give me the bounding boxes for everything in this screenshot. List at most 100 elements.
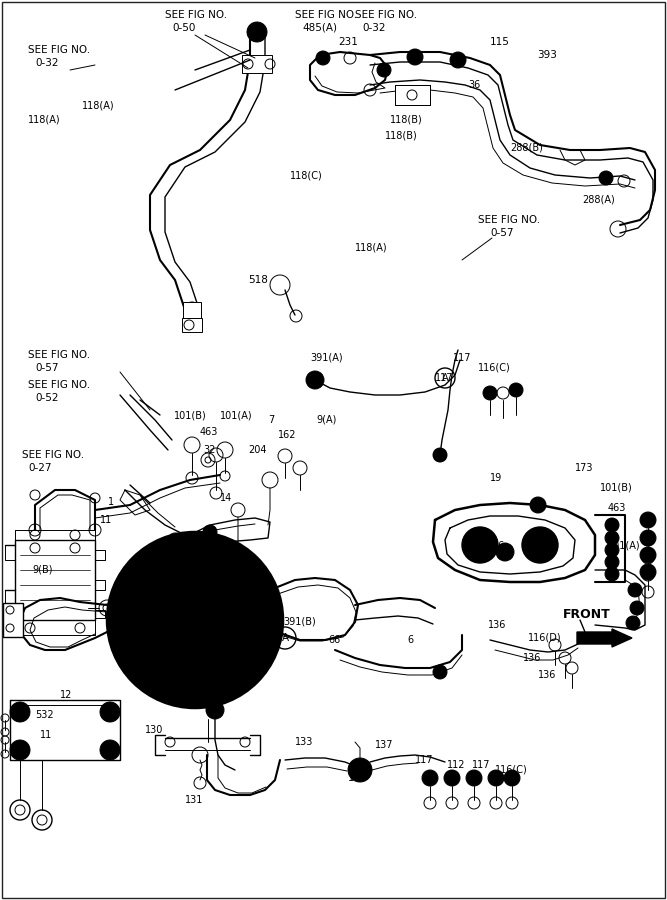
- Circle shape: [605, 567, 619, 581]
- Text: 12: 12: [60, 690, 73, 700]
- Text: 136: 136: [538, 670, 556, 680]
- Circle shape: [626, 616, 640, 630]
- Circle shape: [203, 525, 217, 539]
- Text: 532: 532: [35, 710, 53, 720]
- Circle shape: [377, 63, 391, 77]
- Text: 0-32: 0-32: [362, 23, 386, 33]
- FancyArrow shape: [577, 629, 632, 647]
- Text: SEE FIG NO.: SEE FIG NO.: [28, 380, 90, 390]
- Text: 19: 19: [490, 473, 502, 483]
- Text: SEE FIG NO.: SEE FIG NO.: [28, 350, 90, 360]
- Circle shape: [306, 371, 324, 389]
- Circle shape: [640, 564, 656, 580]
- Text: 118(A): 118(A): [355, 243, 388, 253]
- Text: 32: 32: [203, 445, 215, 455]
- Text: 391(A): 391(A): [310, 353, 343, 363]
- Circle shape: [630, 601, 644, 615]
- Text: A: A: [442, 373, 448, 383]
- Text: 116(D): 116(D): [528, 633, 562, 643]
- Circle shape: [433, 665, 447, 679]
- Circle shape: [100, 702, 120, 722]
- Text: SEE FIG NO.: SEE FIG NO.: [28, 45, 90, 55]
- Circle shape: [422, 770, 438, 786]
- Circle shape: [605, 531, 619, 545]
- Text: 134: 134: [170, 675, 188, 685]
- Text: SEE FIG NO.: SEE FIG NO.: [22, 450, 84, 460]
- Text: SEE FIG NO.: SEE FIG NO.: [165, 10, 227, 20]
- Circle shape: [433, 448, 447, 462]
- Circle shape: [100, 740, 120, 760]
- Circle shape: [640, 530, 656, 546]
- Text: 9(A): 9(A): [316, 415, 336, 425]
- Circle shape: [640, 547, 656, 563]
- Circle shape: [107, 532, 283, 708]
- Bar: [242, 55, 272, 73]
- Circle shape: [628, 583, 642, 597]
- Circle shape: [483, 386, 497, 400]
- Text: 115: 115: [490, 37, 510, 47]
- Text: 231: 231: [338, 37, 358, 47]
- Circle shape: [177, 602, 213, 638]
- Circle shape: [206, 701, 224, 719]
- Text: 116(C): 116(C): [495, 765, 528, 775]
- Circle shape: [640, 512, 656, 528]
- Circle shape: [599, 171, 613, 185]
- Text: 0-57: 0-57: [35, 363, 59, 373]
- Text: 136: 136: [523, 653, 542, 663]
- Circle shape: [605, 518, 619, 532]
- Circle shape: [316, 51, 330, 65]
- Text: 463: 463: [200, 427, 218, 437]
- Circle shape: [184, 302, 200, 318]
- Circle shape: [530, 497, 546, 513]
- Text: 0-32: 0-32: [35, 58, 59, 68]
- Text: 11: 11: [100, 515, 112, 525]
- Text: 16: 16: [493, 541, 505, 551]
- Text: 0-52: 0-52: [35, 393, 59, 403]
- Circle shape: [605, 543, 619, 557]
- Text: 101(B): 101(B): [600, 483, 633, 493]
- Text: 117: 117: [472, 760, 490, 770]
- Circle shape: [496, 543, 514, 561]
- Circle shape: [247, 22, 267, 42]
- Circle shape: [10, 740, 30, 760]
- Text: 162: 162: [278, 430, 297, 440]
- Text: FRONT: FRONT: [563, 608, 611, 622]
- Bar: [182, 318, 202, 332]
- Circle shape: [509, 383, 523, 397]
- Bar: [3, 603, 23, 637]
- Text: SEE FIG NO.: SEE FIG NO.: [478, 215, 540, 225]
- Circle shape: [444, 770, 460, 786]
- Text: 116(C): 116(C): [478, 363, 511, 373]
- Text: 288(B): 288(B): [510, 143, 543, 153]
- Text: A: A: [281, 633, 289, 643]
- Circle shape: [466, 770, 482, 786]
- Circle shape: [522, 527, 558, 563]
- Text: 118(A): 118(A): [82, 100, 115, 110]
- Text: 463: 463: [608, 503, 626, 513]
- Text: 136: 136: [488, 620, 506, 630]
- Circle shape: [504, 770, 520, 786]
- Text: 137: 137: [375, 740, 394, 750]
- Text: 101(B): 101(B): [174, 410, 207, 420]
- Circle shape: [10, 702, 30, 722]
- Text: 133: 133: [295, 737, 313, 747]
- Text: 0-57: 0-57: [490, 228, 514, 238]
- Text: 101(A): 101(A): [220, 410, 253, 420]
- Text: 204: 204: [248, 445, 267, 455]
- Text: 131: 131: [185, 795, 203, 805]
- Text: 118(A): 118(A): [28, 115, 61, 125]
- Text: 7: 7: [268, 415, 274, 425]
- Text: 118(C): 118(C): [290, 170, 323, 180]
- Text: 391(B): 391(B): [283, 617, 315, 627]
- Text: 0-27: 0-27: [28, 463, 51, 473]
- Text: 485(A): 485(A): [302, 23, 337, 33]
- Text: 135: 135: [348, 773, 366, 783]
- Text: 288(A): 288(A): [582, 195, 615, 205]
- Circle shape: [462, 527, 498, 563]
- Text: 112: 112: [447, 760, 466, 770]
- Text: 130: 130: [145, 725, 163, 735]
- Text: SEE FIG NO.: SEE FIG NO.: [355, 10, 417, 20]
- Text: 518: 518: [248, 275, 268, 285]
- Text: 173: 173: [575, 463, 594, 473]
- Circle shape: [348, 758, 372, 782]
